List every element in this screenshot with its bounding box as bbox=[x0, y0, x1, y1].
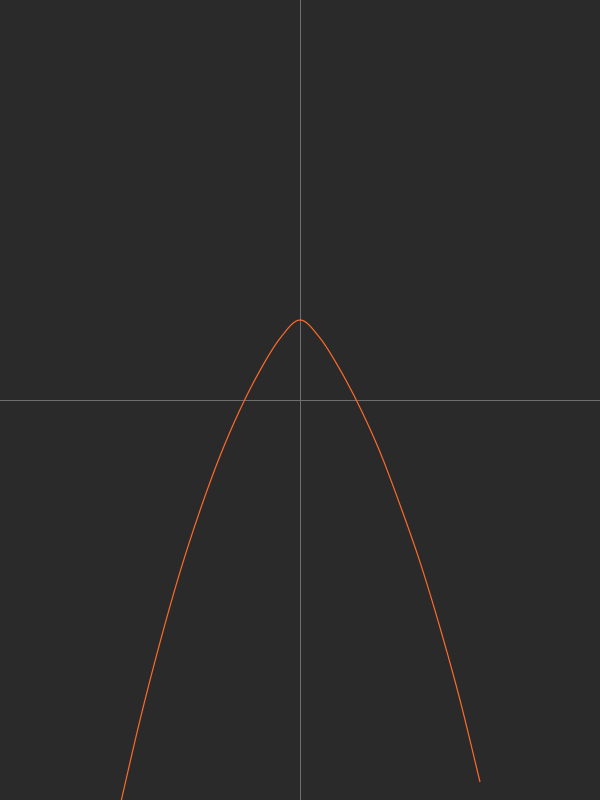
parabola-curve bbox=[120, 319, 481, 800]
